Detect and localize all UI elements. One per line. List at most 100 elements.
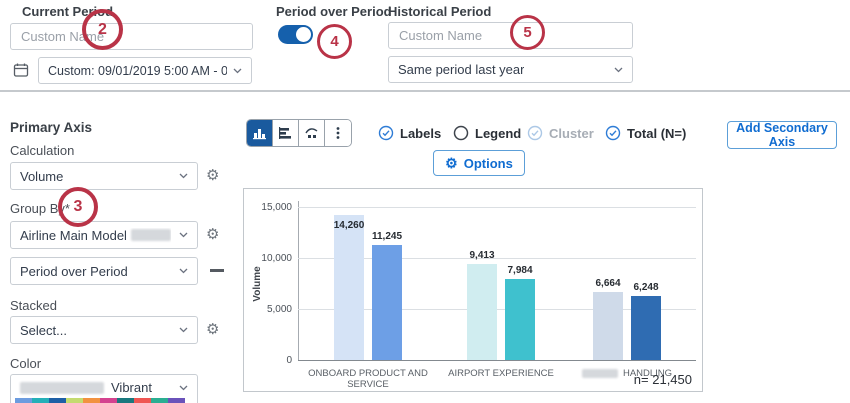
bar-value-label: 6,248	[633, 282, 659, 293]
current-period-date-select[interactable]: Custom: 09/01/2019 5:00 AM - 07/0...	[38, 57, 252, 84]
color-label: Color	[10, 356, 42, 371]
y-tick-label: 5,000	[266, 304, 292, 315]
palette-swatch	[15, 398, 32, 403]
palette-swatch	[134, 398, 151, 403]
x-category-label: AIRPORT EXPERIENCE	[448, 368, 554, 379]
vertical-bar-chart-button[interactable]	[247, 120, 273, 146]
bar[interactable]	[467, 264, 497, 360]
bar-value-label: 9,413	[469, 250, 495, 261]
stacked-settings-gear-icon[interactable]: ⚙	[206, 321, 220, 338]
stacked-select[interactable]: Select...	[10, 316, 198, 344]
redacted-text	[581, 368, 618, 378]
calculation-value: Volume	[20, 168, 64, 184]
chart-type-switcher	[246, 119, 352, 147]
palette-swatch	[32, 398, 49, 403]
calendar-icon[interactable]	[13, 62, 29, 83]
period-over-period-label: Period over Period	[276, 4, 392, 19]
n-total-label: n= 21,450	[633, 372, 692, 387]
toggle-knob	[296, 27, 311, 42]
annotation-circle-3: 3	[58, 187, 98, 227]
chevron-down-icon	[179, 173, 188, 179]
more-chart-types-button[interactable]	[325, 120, 351, 146]
group-by-mode-value: Period over Period	[20, 263, 128, 279]
labels-toggle-label: Labels	[400, 125, 442, 141]
plot-area: 0 5,000 10,000 15,000 14,260 9,413 6,664 11,245…	[244, 189, 704, 393]
group-by-settings-gear-icon[interactable]: ⚙	[206, 226, 220, 243]
palette-swatches	[11, 397, 197, 403]
color-palette-value: Vibrant	[111, 380, 152, 395]
bar-value-label: 7,984	[507, 265, 533, 276]
remove-dash-icon[interactable]	[210, 269, 224, 272]
redacted-text	[130, 229, 171, 241]
group-by-mode-select[interactable]: Period over Period	[10, 257, 198, 285]
chevron-down-icon	[179, 268, 188, 274]
palette-swatch	[49, 398, 66, 403]
x-category-label: HANDLING	[562, 368, 692, 379]
calculation-settings-gear-icon[interactable]: ⚙	[206, 167, 220, 184]
palette-swatch	[117, 398, 134, 403]
horizontal-bar-chart-button[interactable]	[273, 120, 299, 146]
historical-period-value: Same period last year	[398, 62, 525, 77]
line-chart-button[interactable]	[299, 120, 325, 146]
palette-swatch	[151, 398, 168, 403]
gridline	[298, 207, 696, 208]
options-button[interactable]: ⚙ Options	[433, 150, 525, 176]
section-divider	[0, 90, 850, 92]
y-tick-label: 10,000	[261, 253, 292, 264]
annotation-circle-5: 5	[510, 15, 545, 50]
y-tick-label: 15,000	[261, 202, 292, 213]
legend-toggle[interactable]: Legend	[453, 125, 521, 141]
bar[interactable]	[372, 245, 402, 360]
total-n-toggle[interactable]: Total (N=)	[605, 125, 686, 141]
chevron-down-icon	[179, 232, 188, 238]
gridline	[298, 258, 696, 259]
bar-value-label: 6,664	[595, 278, 621, 289]
primary-axis-title: Primary Axis	[10, 120, 93, 135]
calculation-label: Calculation	[10, 143, 75, 158]
bar[interactable]	[505, 279, 535, 360]
stacked-label: Stacked	[10, 298, 57, 313]
bar-value-label: 14,260	[333, 220, 365, 231]
redacted-text	[20, 381, 104, 394]
x-axis-line	[298, 360, 696, 361]
group-by-value: Airline Main Model	[20, 227, 127, 243]
palette-swatch	[100, 398, 117, 403]
circle-icon	[453, 125, 469, 141]
palette-swatch	[66, 398, 83, 403]
period-over-period-toggle[interactable]	[278, 25, 313, 44]
palette-swatch	[168, 398, 185, 403]
chevron-down-icon	[614, 67, 623, 72]
legend-toggle-label: Legend	[475, 125, 522, 141]
group-by-label: Group By*	[10, 201, 70, 216]
bar[interactable]	[593, 292, 623, 360]
chevron-down-icon	[233, 68, 242, 73]
total-n-toggle-label: Total (N=)	[627, 125, 687, 141]
circle-check-icon	[378, 125, 394, 141]
stacked-value: Select...	[20, 322, 67, 338]
labels-toggle[interactable]: Labels	[378, 125, 441, 141]
gear-icon: ⚙	[445, 155, 458, 171]
current-period-date-value: Custom: 09/01/2019 5:00 AM - 07/0...	[48, 63, 227, 78]
gridline	[298, 309, 696, 310]
historical-period-select[interactable]: Same period last year	[388, 56, 633, 83]
annotation-circle-4: 4	[317, 24, 352, 59]
bar[interactable]	[631, 296, 661, 360]
add-secondary-axis-button[interactable]: Add Secondary Axis	[727, 121, 837, 149]
annotation-circle-2: 2	[82, 9, 123, 50]
current-period-name-input[interactable]	[10, 23, 253, 50]
palette-swatch	[83, 398, 100, 403]
bar-value-label: 11,245	[371, 231, 403, 242]
color-palette-select[interactable]: Vibrant	[10, 374, 198, 403]
circle-check-icon	[527, 125, 543, 141]
chart-panel: Volume 0 5,000 10,000 15,000 14,260 9,413 6,66…	[243, 188, 703, 392]
group-by-select[interactable]: Airline Main Model	[10, 221, 198, 249]
bar[interactable]	[334, 215, 364, 360]
calculation-select[interactable]: Volume	[10, 162, 198, 190]
y-axis-line	[298, 201, 299, 360]
historical-period-label: Historical Period	[388, 4, 492, 19]
cluster-toggle: Cluster	[527, 125, 594, 141]
cluster-toggle-label: Cluster	[549, 125, 594, 141]
chevron-down-icon	[179, 327, 188, 333]
y-tick-label: 0	[286, 355, 292, 366]
